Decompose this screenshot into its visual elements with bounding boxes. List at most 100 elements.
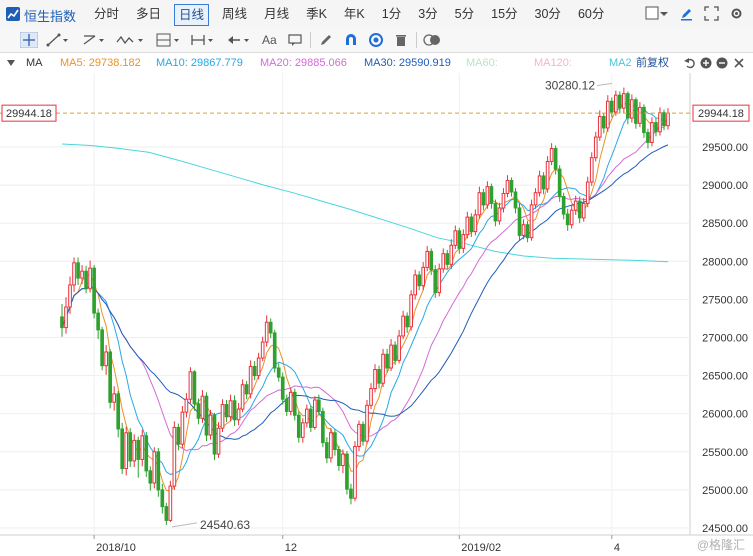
comment-tool-icon[interactable] bbox=[287, 32, 303, 48]
candle-body bbox=[654, 122, 658, 133]
candle-body bbox=[666, 112, 670, 127]
tab-7[interactable]: 1分 bbox=[381, 7, 402, 21]
candle-body bbox=[208, 414, 213, 436]
fibonacci-tool-icon[interactable] bbox=[156, 32, 182, 48]
candle-body bbox=[493, 202, 498, 222]
candle-body bbox=[469, 216, 474, 233]
candle-body bbox=[296, 414, 301, 438]
text-tool-button[interactable]: Aa bbox=[262, 33, 277, 47]
pencil-icon[interactable] bbox=[318, 32, 334, 48]
tab-11[interactable]: 30分 bbox=[534, 7, 561, 21]
candle-body bbox=[132, 439, 137, 462]
candle-body bbox=[405, 315, 409, 328]
candle-body bbox=[80, 270, 84, 279]
candle-body bbox=[485, 186, 490, 206]
candle-body bbox=[365, 404, 369, 442]
candle-body bbox=[276, 367, 281, 378]
zoom-out-icon[interactable] bbox=[716, 57, 728, 69]
line-tool-icon[interactable] bbox=[46, 32, 70, 48]
candle-body bbox=[433, 269, 438, 294]
tab-3[interactable]: 周线 bbox=[222, 7, 248, 21]
pen-icon[interactable] bbox=[679, 6, 694, 21]
ma60-value: MA60: bbox=[466, 57, 498, 69]
candle-body bbox=[124, 432, 129, 470]
candle-body bbox=[188, 371, 193, 400]
candle-body bbox=[192, 371, 197, 405]
channel-tool-icon[interactable] bbox=[82, 32, 106, 48]
tab-4[interactable]: 月线 bbox=[264, 7, 290, 21]
candle-body bbox=[160, 489, 165, 508]
candle-body bbox=[517, 207, 522, 236]
candle-body bbox=[76, 262, 80, 279]
candle-body bbox=[200, 395, 205, 419]
undo-icon[interactable] bbox=[684, 57, 696, 69]
y-tick-label: 29500.00 bbox=[702, 142, 748, 154]
candle-body bbox=[605, 100, 610, 129]
checkbox-icon[interactable] bbox=[645, 6, 660, 21]
fullscreen-icon[interactable] bbox=[704, 6, 719, 21]
crosshair-cursor-icon[interactable] bbox=[20, 32, 38, 48]
candle-body bbox=[92, 267, 96, 314]
tab-12[interactable]: 60分 bbox=[577, 7, 605, 21]
arrow-tool-icon[interactable] bbox=[226, 32, 252, 48]
candle-body bbox=[60, 316, 64, 329]
magnet-icon[interactable] bbox=[343, 32, 359, 48]
tab-6[interactable]: 年K bbox=[343, 7, 365, 21]
candle-body bbox=[597, 116, 602, 138]
settings-icon[interactable] bbox=[729, 6, 744, 21]
y-tick-label: 26500.00 bbox=[702, 371, 748, 383]
candle-body bbox=[465, 216, 470, 236]
candle-body bbox=[561, 196, 566, 215]
candle-body bbox=[341, 453, 345, 467]
candle-body bbox=[497, 207, 502, 222]
ma20-line bbox=[61, 118, 669, 452]
close-icon[interactable] bbox=[733, 57, 745, 69]
current-price-tag-left bbox=[1, 104, 57, 122]
tab-1[interactable]: 多日 bbox=[136, 7, 162, 21]
candle-body bbox=[505, 180, 510, 194]
candlestick-chart[interactable]: 29500.00 29000.00 28500.00 28000.00 27500.00… bbox=[0, 73, 753, 556]
x-tick-label: 2019/02 bbox=[461, 542, 501, 554]
index-title[interactable]: 恒生指数 bbox=[24, 9, 77, 24]
eye-icon[interactable] bbox=[368, 32, 384, 48]
y-tick-label: 25000.00 bbox=[702, 485, 748, 497]
candle-body bbox=[100, 329, 104, 367]
ma-label[interactable]: MA bbox=[26, 57, 43, 69]
candle-body bbox=[529, 204, 534, 239]
y-tick-label: 24500.00 bbox=[702, 523, 748, 535]
adjust-mode-button[interactable]: 前复权 bbox=[636, 57, 669, 69]
candle-body bbox=[437, 268, 442, 294]
ma30-value: MA30: 29590.919 bbox=[364, 57, 451, 69]
candle-body bbox=[622, 93, 626, 109]
candle-body bbox=[357, 423, 361, 447]
ma-legend-bar: MA MA5: 29738.182 MA10: 29867.779 MA20: … bbox=[0, 53, 753, 73]
candle-body bbox=[329, 432, 333, 459]
candle-body bbox=[377, 369, 381, 384]
trash-icon[interactable] bbox=[393, 32, 409, 48]
tab-5[interactable]: 季K bbox=[306, 7, 327, 21]
toggle-icon[interactable] bbox=[423, 32, 441, 48]
tab-0[interactable]: 分时 bbox=[94, 7, 120, 21]
y-tick-label: 29000.00 bbox=[702, 180, 748, 192]
candle-body bbox=[116, 393, 121, 430]
candle-body bbox=[308, 408, 313, 428]
candle-body bbox=[401, 315, 405, 337]
dropdown-arrow-icon[interactable] bbox=[660, 6, 668, 21]
zoom-in-icon[interactable] bbox=[700, 57, 712, 69]
chart-background bbox=[0, 73, 753, 556]
tab-2[interactable]: 日线 bbox=[174, 4, 210, 26]
candle-body bbox=[64, 306, 68, 329]
tab-8[interactable]: 3分 bbox=[418, 7, 438, 21]
ma10-line bbox=[61, 108, 669, 475]
ma120-value: MA120: bbox=[534, 57, 572, 69]
measure-tool-icon[interactable] bbox=[190, 32, 216, 48]
candle-body bbox=[152, 451, 157, 484]
tab-9[interactable]: 5分 bbox=[454, 7, 475, 21]
tab-10[interactable]: 15分 bbox=[491, 7, 518, 21]
candle-body bbox=[646, 132, 650, 143]
toolbar-divider bbox=[416, 32, 417, 48]
candle-body bbox=[228, 400, 233, 418]
wave-tool-icon[interactable] bbox=[116, 32, 146, 48]
candle-body bbox=[220, 404, 225, 429]
collapse-arrow-icon[interactable] bbox=[6, 59, 16, 67]
